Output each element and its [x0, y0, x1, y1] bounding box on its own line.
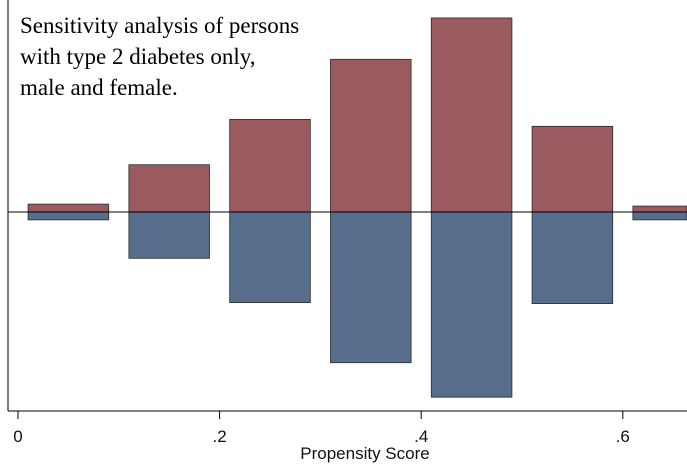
x-axis-label: Propensity Score — [300, 444, 430, 463]
annotation-line: male and female. — [20, 75, 178, 100]
x-tick-label: .4 — [414, 427, 428, 446]
upper-bar — [229, 119, 311, 213]
x-tick-label: .2 — [213, 427, 227, 446]
lower-bar — [128, 211, 210, 259]
x-tick-label: 0 — [13, 427, 22, 446]
lower-bar — [330, 211, 412, 364]
upper-bar — [27, 203, 110, 213]
lower-bar — [430, 211, 513, 398]
x-axis-ticks: 0 .2 .4 .6 — [13, 411, 630, 446]
upper-bar — [632, 205, 687, 213]
annotation-line: with type 2 diabetes only, — [20, 44, 256, 69]
lower-bar — [229, 211, 311, 304]
upper-bar — [430, 17, 513, 213]
x-tick-label: .6 — [616, 427, 630, 446]
upper-bar — [531, 125, 614, 213]
upper-bar — [128, 164, 210, 213]
chart-annotation: Sensitivity analysis of persons with typ… — [20, 10, 380, 103]
lower-bar — [531, 211, 614, 305]
upper-bar — [330, 58, 412, 213]
lower-bar — [632, 211, 687, 221]
bars-layer — [27, 17, 687, 398]
lower-bar — [27, 211, 110, 221]
annotation-line: Sensitivity analysis of persons — [20, 13, 300, 38]
